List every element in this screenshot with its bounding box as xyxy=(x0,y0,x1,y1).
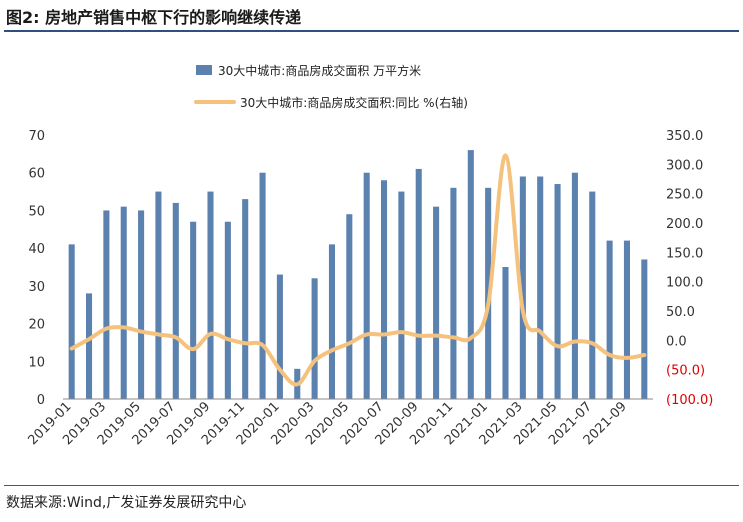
bar-2021-10 xyxy=(641,259,648,399)
bar-2021-03 xyxy=(519,176,526,399)
y-left-tick: 20 xyxy=(28,318,45,333)
bar-2019-03 xyxy=(103,210,110,399)
bar-2020-05 xyxy=(346,214,353,399)
figure-heading: 房地产销售中枢下行的影响继续传递 xyxy=(45,8,302,27)
yoy-line xyxy=(69,153,647,387)
bar-2019-04 xyxy=(120,206,127,399)
legend-bar-label: 30大中城市:商品房成交面积 万平方米 xyxy=(218,63,421,78)
y-right-tick: 100.0 xyxy=(666,276,703,291)
bar-2020-11 xyxy=(450,187,457,399)
bar-series xyxy=(68,150,648,399)
bar-2019-12 xyxy=(259,172,266,399)
y-right-tick: 250.0 xyxy=(666,188,703,203)
bar-2020-01 xyxy=(276,274,283,399)
bar-2021-07 xyxy=(589,191,596,399)
y-left-axis: 0 10 20 30 40 50 60 70 xyxy=(28,129,45,408)
y-right-tick: 300.0 xyxy=(666,158,703,173)
bar-2020-08 xyxy=(398,191,405,399)
bar-2020-12 xyxy=(467,150,474,399)
bar-2019-01 xyxy=(68,244,75,399)
y-right-tick: (50.0) xyxy=(666,364,705,379)
y-right-tick: 350.0 xyxy=(666,129,703,144)
bar-2021-09 xyxy=(623,240,630,399)
bar-2020-09 xyxy=(415,168,422,399)
figure-label: 图2: xyxy=(6,8,40,27)
y-right-tick: 200.0 xyxy=(666,217,703,232)
figure-title: 图2: 房地产销售中枢下行的影响继续传递 xyxy=(6,4,301,28)
bar-2019-10 xyxy=(224,221,231,399)
bar-2019-08 xyxy=(190,221,197,399)
bar-2019-09 xyxy=(207,191,214,399)
source-note: 数据来源:Wind,广发证券发展研究中心 xyxy=(6,495,247,511)
y-right-tick: (100.0) xyxy=(666,393,713,408)
y-left-tick: 0 xyxy=(37,393,45,408)
bar-2021-05 xyxy=(554,184,561,399)
bar-2020-10 xyxy=(433,206,440,399)
legend: 30大中城市:商品房成交面积 万平方米 30大中城市:商品房成交面积:同比 %(… xyxy=(194,63,468,110)
y-right-axis: (100.0) (50.0) 0.0 50.0 100.0 150.0 200.0 250.0… xyxy=(666,129,713,408)
bar-2020-07 xyxy=(380,180,388,399)
bar-2020-03 xyxy=(311,278,318,399)
bar-2019-05 xyxy=(138,210,145,399)
y-left-tick: 50 xyxy=(28,204,45,219)
bar-2020-06 xyxy=(363,172,370,399)
bar-2019-06 xyxy=(155,191,162,399)
bar-2019-11 xyxy=(242,199,249,399)
y-left-tick: 40 xyxy=(28,242,45,257)
y-right-tick: 0.0 xyxy=(666,334,687,349)
bar-2021-04 xyxy=(537,176,544,399)
bar-2019-07 xyxy=(172,202,179,399)
bar-2021-08 xyxy=(606,240,613,399)
top-rule xyxy=(4,30,739,32)
y-right-tick: 150.0 xyxy=(666,246,703,261)
chart: 30大中城市:商品房成交面积 万平方米 30大中城市:商品房成交面积:同比 %(… xyxy=(25,63,713,448)
y-left-tick: 10 xyxy=(28,355,45,370)
legend-line-label: 30大中城市:商品房成交面积:同比 %(右轴) xyxy=(240,95,468,110)
x-axis: 2019-012019-032019-052019-072019-092019-… xyxy=(25,399,629,448)
bar-2021-02 xyxy=(502,267,509,399)
bar-2021-06 xyxy=(571,172,578,399)
bottom-rule xyxy=(4,485,739,486)
bar-2020-04 xyxy=(328,244,335,399)
y-right-tick: 50.0 xyxy=(666,305,695,320)
legend-bar-swatch xyxy=(196,65,212,75)
bar-2019-02 xyxy=(85,293,93,399)
y-left-tick: 30 xyxy=(28,280,45,295)
y-left-tick: 60 xyxy=(28,167,45,182)
y-left-tick: 70 xyxy=(28,129,45,144)
